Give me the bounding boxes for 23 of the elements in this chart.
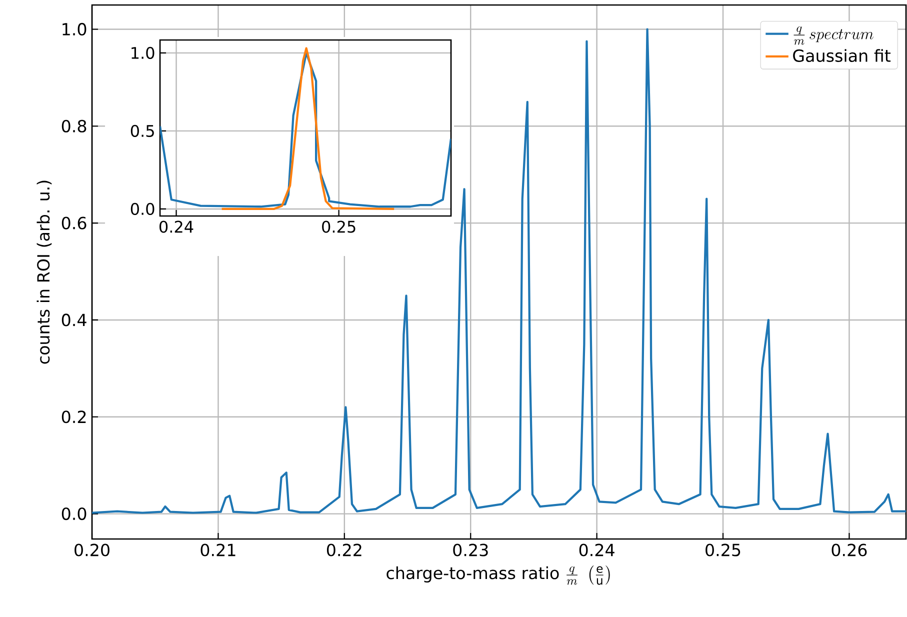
y-tick-label: 0.5 [130, 124, 154, 138]
x-tick-label: 0.20 [74, 544, 110, 556]
x-tick-label: 0.21 [200, 544, 236, 556]
x-tick-label: 0.23 [453, 544, 488, 556]
legend-label: $\frac{q}{m}\,spectrum$ [794, 26, 874, 45]
y-tick-label: 1.0 [62, 22, 86, 36]
y-axis-title: counts in ROI (arb. u.) [36, 180, 52, 364]
y-tick-label: 0.8 [62, 120, 86, 132]
x-tick-label: 0.22 [326, 544, 362, 556]
x-tick-label: 0.24 [579, 544, 614, 556]
y-tick-label: 1.0 [132, 46, 154, 59]
x-tick-label: 0.26 [832, 544, 867, 556]
text: Gaussian fit [793, 49, 891, 62]
x-axis-title: $\text{charge-to-mass ratio }\frac{q}{m}\ \left(\frac{\mathrm{e}}{\mathrm{u}}\right)$ [386, 565, 610, 585]
x-tick-label: 0.25 [322, 220, 356, 233]
x-tick-label: 0.24 [160, 220, 194, 233]
line-series [220, 47, 396, 210]
y-tick-label: 0.0 [62, 507, 86, 520]
y-tick-label: 0.6 [62, 216, 86, 230]
x-tick-label: 0.25 [706, 544, 740, 556]
y-tick-label: 0.0 [130, 202, 154, 216]
y-tick-label: 0.4 [62, 314, 86, 326]
y-tick-label: 0.2 [62, 410, 86, 424]
